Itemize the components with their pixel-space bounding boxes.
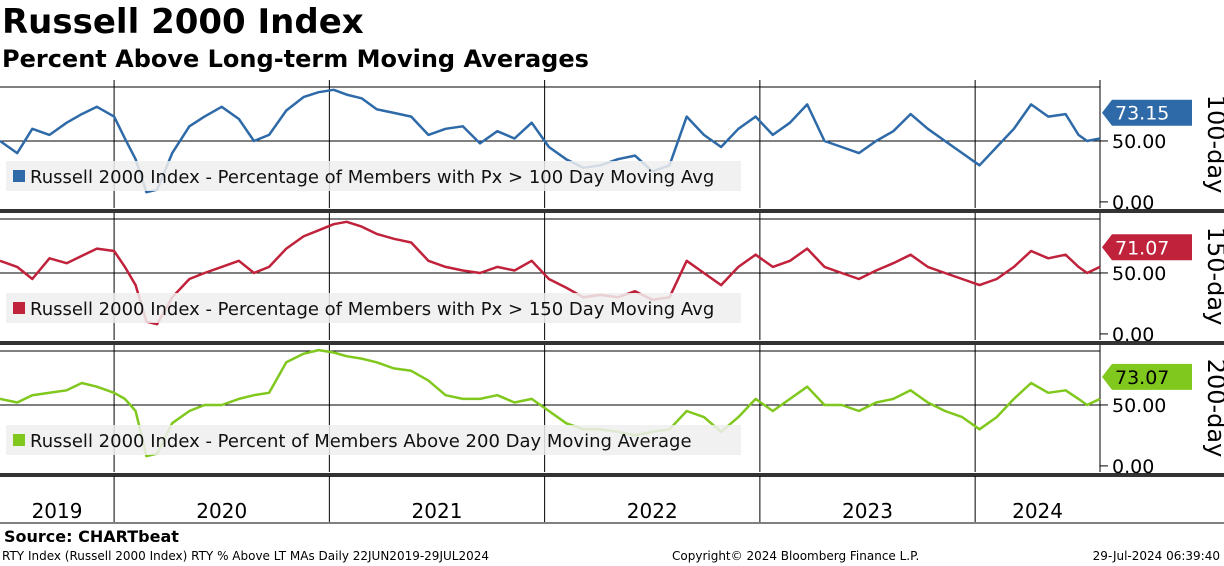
y-tick-label: 0.00 — [1112, 192, 1154, 214]
panel-label: 100-day — [1202, 95, 1224, 194]
source-note: Source: CHARTbeat — [4, 527, 179, 546]
legend-swatch — [13, 434, 25, 446]
footer-ticker-info: RTY Index (Russell 2000 Index) RTY % Abo… — [2, 549, 489, 563]
panel-separator — [0, 341, 1224, 345]
last-value-label: 71.07 — [1115, 237, 1169, 259]
footer-copyright: Copyright© 2024 Bloomberg Finance L.P. — [672, 549, 920, 563]
legend-box — [6, 161, 741, 191]
last-value-badge — [1102, 363, 1192, 390]
x-tick-label: 2023 — [842, 499, 893, 523]
chart-subtitle: Percent Above Long-term Moving Averages — [2, 45, 589, 73]
x-tick-label: 2020 — [196, 499, 247, 523]
legend-swatch — [13, 302, 25, 314]
y-tick-label: 0.00 — [1112, 324, 1154, 346]
last-value-badge — [1102, 99, 1192, 126]
x-tick-label: 2021 — [412, 499, 463, 523]
x-tick-label: 2024 — [1012, 499, 1063, 523]
legend-box — [6, 293, 741, 323]
last-value-label: 73.15 — [1115, 103, 1169, 125]
legend-box — [6, 425, 741, 455]
x-tick-label: 2019 — [32, 499, 83, 523]
y-tick-label: 50.00 — [1112, 131, 1166, 153]
legend-text: Russell 2000 Index - Percentage of Membe… — [30, 167, 714, 188]
last-value-label: 73.07 — [1115, 367, 1169, 389]
y-tick-label: 0.00 — [1112, 456, 1154, 478]
last-value-badge — [1102, 234, 1192, 261]
legend-text: Russell 2000 Index - Percent of Members … — [30, 431, 692, 452]
y-tick-label: 50.00 — [1112, 395, 1166, 417]
panel-separator — [0, 209, 1224, 213]
panel-label: 200-day — [1202, 359, 1224, 458]
y-tick-label: 50.00 — [1112, 263, 1166, 285]
legend-swatch — [13, 170, 25, 182]
footer-timestamp: 29-Jul-2024 06:39:40 — [1092, 549, 1220, 563]
chart-title: Russell 2000 Index — [2, 2, 364, 42]
panel-label: 150-day — [1202, 227, 1224, 326]
legend-text: Russell 2000 Index - Percentage of Membe… — [30, 299, 714, 320]
x-tick-label: 2022 — [627, 499, 678, 523]
panel-separator — [0, 473, 1224, 477]
